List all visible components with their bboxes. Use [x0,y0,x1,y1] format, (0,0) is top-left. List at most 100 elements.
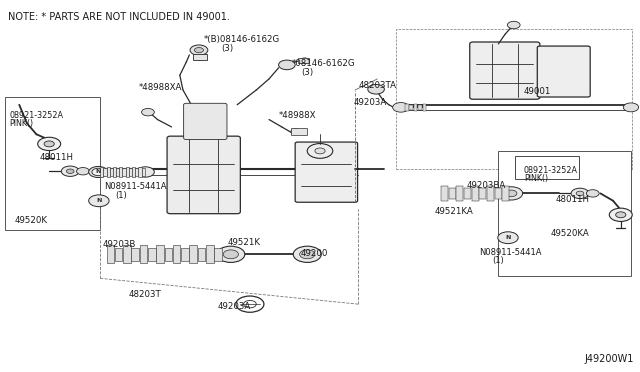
Circle shape [576,191,584,196]
Bar [298,58,309,63]
Circle shape [141,109,154,116]
Bar [123,246,131,263]
Text: 49001: 49001 [524,87,551,96]
FancyBboxPatch shape [4,97,100,230]
Text: N08911-5441A: N08911-5441A [479,248,542,257]
Bar [198,248,205,261]
Text: (1): (1) [115,191,127,200]
Bar [122,168,125,176]
Bar [125,167,129,177]
Bar [472,186,479,201]
Text: *48988X: *48988X [278,110,316,119]
Circle shape [217,246,245,262]
Text: PINK(): PINK() [9,119,33,128]
Text: 49521K: 49521K [228,238,260,247]
Bar [464,188,471,199]
Circle shape [300,58,310,64]
Bar [140,246,147,263]
Text: N08911-5441A: N08911-5441A [104,182,167,191]
Text: *48988XA: *48988XA [138,83,182,92]
FancyBboxPatch shape [295,142,358,202]
Text: 08921-3252A: 08921-3252A [9,110,63,119]
Circle shape [393,103,409,112]
Circle shape [77,167,90,175]
Bar [119,167,122,177]
Bar [418,105,422,110]
Circle shape [623,103,639,112]
Text: 49520K: 49520K [14,216,47,225]
Bar [206,246,214,263]
Circle shape [500,187,523,200]
Text: 49200: 49200 [301,249,328,258]
Bar [164,248,172,261]
Bar [115,248,122,261]
Text: (1): (1) [492,256,504,265]
Bar [422,104,426,111]
Bar [495,188,502,199]
Bar [449,188,456,199]
Text: 49521KA: 49521KA [435,207,474,216]
Bar [106,246,114,263]
Text: 08921-3252A: 08921-3252A [524,166,578,175]
Text: (3): (3) [221,44,234,53]
Text: (3): (3) [301,68,313,77]
Bar [103,168,106,176]
Circle shape [195,48,204,53]
Circle shape [61,166,79,176]
Bar [502,186,509,201]
FancyBboxPatch shape [470,42,540,99]
Text: 49203BA: 49203BA [467,181,506,190]
Text: 48203T: 48203T [129,290,161,299]
Text: N: N [96,198,102,203]
Bar [132,167,135,177]
Circle shape [616,212,626,218]
Circle shape [89,166,108,177]
Circle shape [67,169,74,173]
Bar [413,104,417,111]
Text: 48011H: 48011H [556,195,590,204]
Circle shape [586,190,599,197]
Bar [456,186,463,201]
FancyBboxPatch shape [184,103,227,140]
Circle shape [368,84,385,94]
Bar [189,246,197,263]
Bar [135,168,138,176]
Text: 49520KA: 49520KA [550,230,589,238]
Bar [131,248,139,261]
Bar [173,246,180,263]
Bar [138,167,141,177]
Circle shape [92,168,104,176]
Text: PINK(): PINK() [524,174,548,183]
FancyBboxPatch shape [499,151,631,276]
Circle shape [44,141,54,147]
FancyBboxPatch shape [167,136,241,214]
Bar [181,248,189,261]
Bar [409,105,413,110]
Bar [479,188,486,199]
Circle shape [291,129,301,135]
Bar [291,128,307,135]
Bar [193,54,207,61]
FancyBboxPatch shape [538,46,590,97]
Text: *08146-6162G: *08146-6162G [291,59,355,68]
Bar [109,168,113,176]
Text: 49203A: 49203A [218,302,252,311]
Text: J49200W1: J49200W1 [584,354,634,364]
Text: 48011H: 48011H [40,153,74,162]
Text: NOTE: * PARTS ARE NOT INCLUDED IN 49001.: NOTE: * PARTS ARE NOT INCLUDED IN 49001. [8,13,230,22]
Bar [148,248,156,261]
Bar [487,186,494,201]
FancyBboxPatch shape [515,157,579,179]
Circle shape [278,60,295,70]
Circle shape [609,208,632,221]
Text: N: N [95,170,101,174]
Circle shape [506,190,517,197]
Circle shape [223,250,239,259]
Circle shape [315,148,325,154]
Circle shape [498,232,518,244]
Text: 48203TA: 48203TA [358,81,396,90]
Text: 49203A: 49203A [353,97,387,107]
Circle shape [38,137,61,151]
Circle shape [136,167,154,177]
Bar [404,104,408,111]
